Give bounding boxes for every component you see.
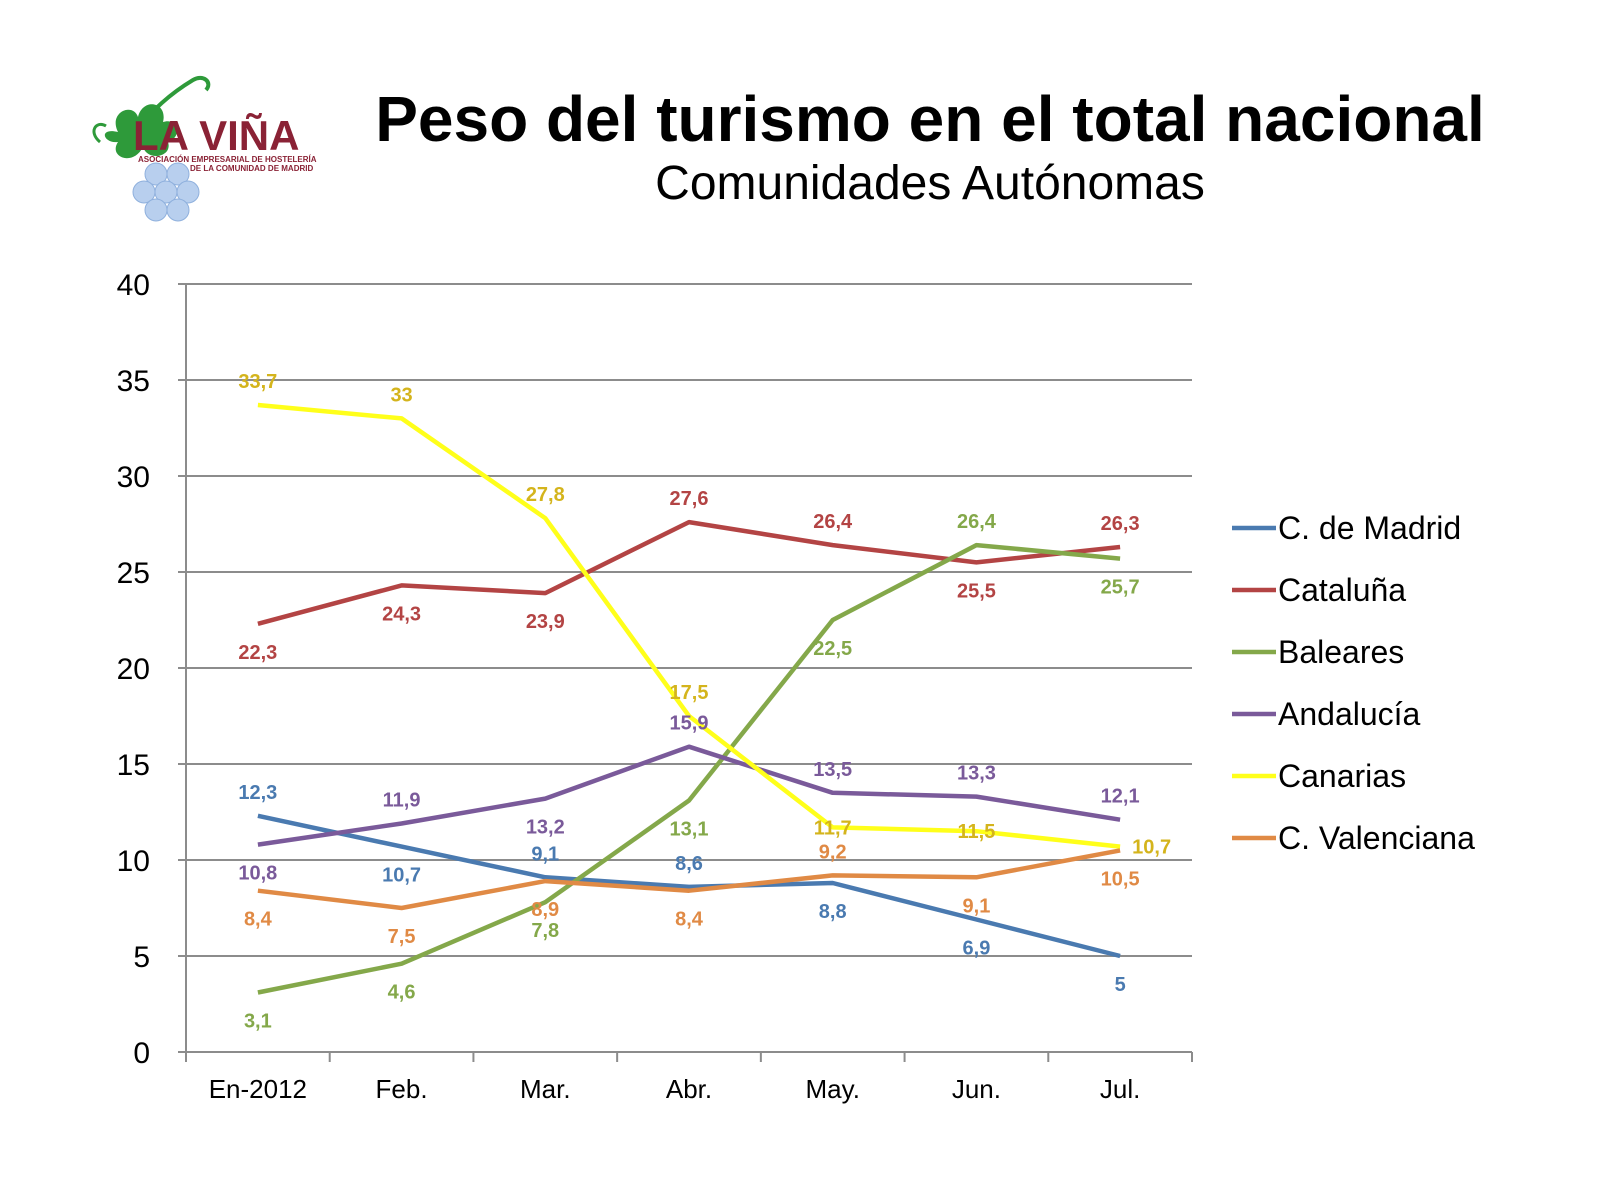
data-label: 8,4 <box>244 909 273 931</box>
data-label: 13,1 <box>670 818 709 840</box>
x-tick-label: Jun. <box>952 1074 1001 1104</box>
data-label: 33 <box>390 384 412 406</box>
legend-entry: Baleares <box>1278 634 1404 670</box>
grapes-icon <box>132 162 200 222</box>
y-tick-label: 40 <box>117 269 150 302</box>
series-line-2 <box>257 542 1121 995</box>
data-label: 8,6 <box>675 853 703 875</box>
data-label: 8,8 <box>819 901 847 923</box>
y-tick-label: 25 <box>117 557 150 590</box>
y-tick-label: 15 <box>117 749 150 782</box>
series-line-3 <box>257 744 1121 847</box>
legend-entry: Canarias <box>1278 758 1406 794</box>
data-label: 9,2 <box>819 841 847 863</box>
x-tick-label: May. <box>806 1074 860 1104</box>
data-label: 12,1 <box>1101 786 1140 808</box>
data-label: 26,3 <box>1101 513 1140 535</box>
series-line-5 <box>257 848 1121 911</box>
y-tick-label: 20 <box>117 653 150 686</box>
data-label: 11,9 <box>383 790 421 812</box>
data-label: 9,1 <box>531 843 559 865</box>
data-label: 33,7 <box>238 371 277 393</box>
data-label: 6,9 <box>963 938 991 960</box>
data-label: 10,7 <box>1132 837 1171 859</box>
data-label: 25,5 <box>957 580 996 602</box>
data-label: 24,3 <box>382 603 421 625</box>
x-tick-label: Abr. <box>666 1074 712 1104</box>
logo-line1: ASOCIACIÓN EMPRESARIAL DE HOSTELERÍA <box>138 155 317 164</box>
legend-entry: C. de Madrid <box>1278 510 1461 546</box>
data-label: 9,1 <box>963 895 991 917</box>
data-label: 7,5 <box>388 926 416 948</box>
data-label: 11,5 <box>958 821 996 843</box>
x-tick-label: En-2012 <box>209 1074 307 1104</box>
x-tick-label: Feb. <box>376 1074 428 1104</box>
x-tick-label: Jul. <box>1100 1074 1140 1104</box>
data-label: 23,9 <box>526 611 565 633</box>
logo-name: LA VIÑA <box>133 112 299 159</box>
data-label: 27,8 <box>526 484 565 506</box>
data-label: 17,5 <box>670 682 709 704</box>
data-label: 4,6 <box>388 982 416 1004</box>
y-tick-label: 10 <box>117 845 150 878</box>
data-label: 26,4 <box>957 511 997 533</box>
data-label: 12,3 <box>238 782 277 804</box>
data-label: 10,7 <box>382 865 421 887</box>
data-label: 3,1 <box>244 1010 272 1032</box>
vine-leaf-icon <box>92 75 211 159</box>
chart-subtitle: Comunidades Autónomas <box>655 157 1205 210</box>
logo-line2: DE LA COMUNIDAD DE MADRID <box>190 164 313 173</box>
data-label: 27,6 <box>670 488 709 510</box>
data-label: 13,3 <box>957 763 996 785</box>
y-tick-label: 5 <box>133 941 150 974</box>
data-label: 8,9 <box>531 899 559 921</box>
data-label: 26,4 <box>813 511 853 533</box>
legend-entry: C. Valenciana <box>1278 820 1475 856</box>
data-label: 22,5 <box>813 638 852 660</box>
data-label: 7,8 <box>531 920 559 942</box>
data-label: 25,7 <box>1101 577 1140 599</box>
chart-title: Peso del turismo en el total nacional <box>375 83 1485 155</box>
x-tick-label: Mar. <box>520 1074 571 1104</box>
data-label: 5 <box>1115 974 1126 996</box>
data-label: 10,8 <box>238 863 277 885</box>
data-label: 10,5 <box>1101 868 1140 890</box>
data-label: 11,7 <box>814 817 852 839</box>
y-tick-label: 30 <box>117 461 150 494</box>
data-label: 8,4 <box>675 909 704 931</box>
la-vina-logo: LA VIÑA ASOCIACIÓN EMPRESARIAL DE HOSTEL… <box>92 75 317 222</box>
data-label: 15,9 <box>670 713 709 735</box>
y-tick-label: 0 <box>133 1037 150 1070</box>
series-line-0 <box>257 813 1121 959</box>
series-line-4 <box>257 402 1121 849</box>
legend-entry: Cataluña <box>1278 572 1406 608</box>
data-label: 13,5 <box>813 759 852 781</box>
series-line-1 <box>257 519 1121 626</box>
y-tick-label: 35 <box>117 365 150 398</box>
data-label: 22,3 <box>238 642 277 664</box>
data-label: 13,2 <box>526 817 565 839</box>
legend-entry: Andalucía <box>1278 696 1421 732</box>
